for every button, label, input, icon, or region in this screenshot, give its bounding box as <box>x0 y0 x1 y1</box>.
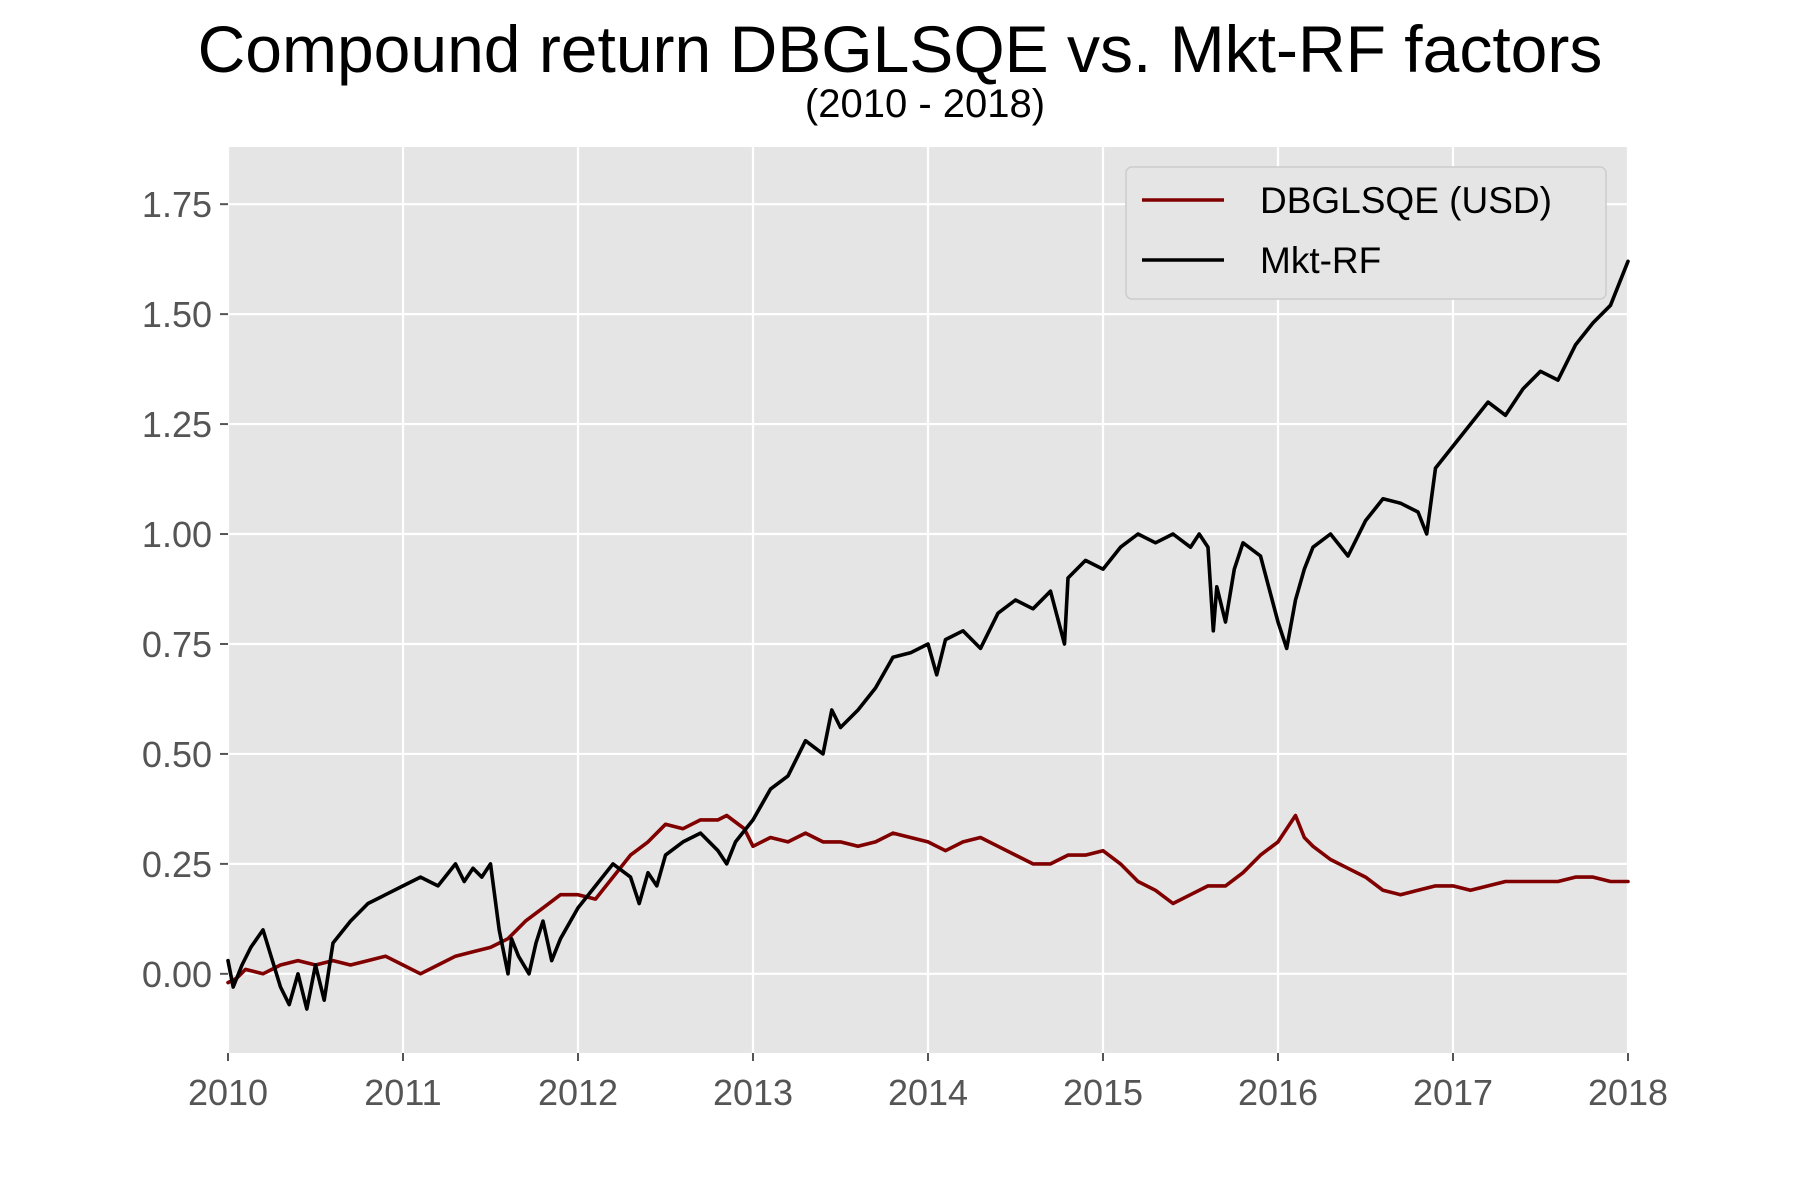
x-tick-label: 2013 <box>713 1072 793 1113</box>
x-tick-label: 2010 <box>188 1072 268 1113</box>
y-tick-label: 0.50 <box>142 734 212 775</box>
x-tick-label: 2015 <box>1063 1072 1143 1113</box>
y-tick-label: 0.00 <box>142 954 212 995</box>
y-tick-label: 1.50 <box>142 294 212 335</box>
x-tick-label: 2018 <box>1588 1072 1668 1113</box>
chart-subtitle: (2010 - 2018) <box>805 82 1045 126</box>
chart-title: Compound return DBGLSQE vs. Mkt-RF facto… <box>198 12 1603 86</box>
y-tick-label: 1.00 <box>142 514 212 555</box>
legend-label: Mkt-RF <box>1260 240 1381 281</box>
x-tick-label: 2017 <box>1413 1072 1493 1113</box>
series-line-mkt-rf <box>226 259 1630 1011</box>
y-tick-label: 1.75 <box>142 184 212 225</box>
x-tick-label: 2011 <box>364 1072 441 1113</box>
x-tick-label: 2016 <box>1238 1072 1318 1113</box>
y-tick-label: 1.25 <box>142 404 212 445</box>
legend-box <box>1125 166 1607 300</box>
legend-label: DBGLSQE (USD) <box>1260 180 1552 221</box>
x-tick-label: 2014 <box>888 1072 968 1113</box>
y-tick-label: 0.75 <box>142 624 212 665</box>
series-line-dbglsqe <box>226 813 1630 985</box>
y-tick-label: 0.25 <box>142 844 212 885</box>
legend: DBGLSQE (USD) Mkt-RF <box>1125 166 1607 300</box>
x-tick-label: 2012 <box>538 1072 618 1113</box>
